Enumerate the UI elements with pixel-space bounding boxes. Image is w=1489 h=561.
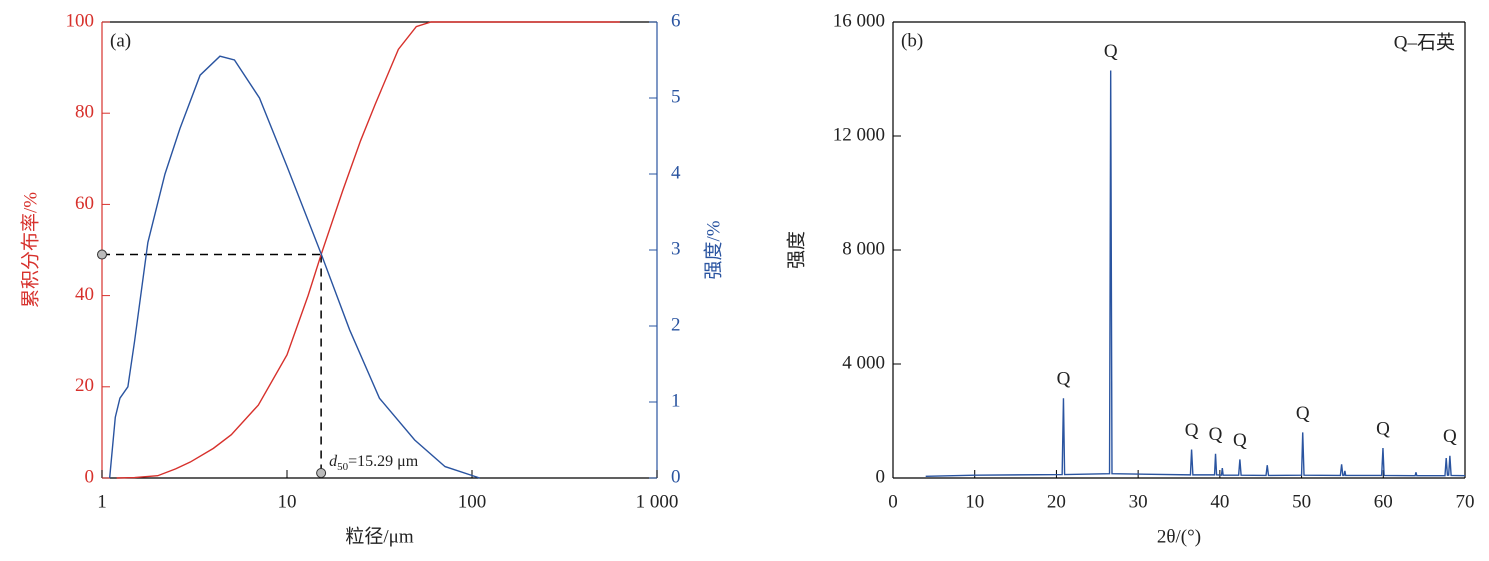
x-axis-label: 2θ/(°): [1157, 526, 1201, 547]
peak-label: Q: [1209, 424, 1223, 445]
panel-label: (a): [110, 30, 131, 51]
y-tick-label: 0: [85, 466, 95, 487]
series-line: [925, 70, 1466, 477]
panel-label: (b): [901, 30, 923, 51]
x-tick-label: 10: [965, 491, 984, 512]
series-line: [108, 55, 480, 479]
y2-tick-label: 6: [671, 10, 681, 31]
y2-tick-label: 3: [671, 238, 681, 259]
series-line: [116, 21, 620, 479]
x-tick-label: 30: [1129, 491, 1148, 512]
peak-label: Q: [1185, 420, 1199, 441]
x-tick-label: 40: [1210, 491, 1229, 512]
y-tick-label: 80: [75, 102, 94, 123]
note: Q–石英: [1394, 31, 1455, 53]
x-tick-label: 1: [97, 491, 107, 512]
x-tick-label: 20: [1047, 491, 1066, 512]
y-tick-label: 12 000: [833, 124, 885, 145]
x-tick-label: 50: [1292, 491, 1311, 512]
reference-text: =15.29 μm: [348, 453, 419, 470]
peak-label: Q: [1376, 418, 1390, 439]
peak-label: Q: [1296, 403, 1310, 424]
reference-sub: 50: [337, 461, 349, 473]
x-tick-label: 1 000: [636, 491, 679, 512]
peak-label: Q: [1443, 426, 1457, 447]
y-tick-label: 8 000: [842, 238, 885, 259]
x-tick-label: 0: [888, 491, 898, 512]
x-tick-label: 70: [1456, 491, 1475, 512]
x-tick-label: 60: [1374, 491, 1393, 512]
x-tick-label: 10: [278, 491, 297, 512]
y2-tick-label: 5: [671, 86, 681, 107]
reference-point: [316, 468, 327, 478]
reference-label: d50=15.29 μm: [329, 453, 419, 473]
peak-label: Q: [1057, 369, 1071, 390]
peak-label: Q: [1104, 41, 1118, 62]
y-tick-label: 20: [75, 375, 94, 396]
y2-tick-label: 1: [671, 390, 681, 411]
y-tick-label: 4 000: [842, 352, 885, 373]
y-tick-label: 16 000: [833, 10, 885, 31]
y2-tick-label: 4: [671, 162, 681, 183]
peak-label: Q: [1233, 430, 1247, 451]
y-tick-label: 40: [75, 284, 94, 305]
y2-tick-label: 0: [671, 466, 681, 487]
y-tick-label: 100: [66, 10, 95, 31]
y-tick-label: 60: [75, 193, 94, 214]
reference-var: d: [329, 453, 338, 470]
y-axis-label: 累积分布率/%: [19, 192, 41, 308]
x-tick-label: 100: [458, 491, 487, 512]
y-tick-label: 0: [876, 466, 886, 487]
x-axis-label: 粒径/μm: [345, 525, 413, 547]
y2-axis-label: 强度/%: [702, 220, 724, 279]
y-axis-label: 强度: [785, 231, 807, 269]
reference-point: [97, 249, 107, 260]
y2-tick-label: 2: [671, 314, 681, 335]
